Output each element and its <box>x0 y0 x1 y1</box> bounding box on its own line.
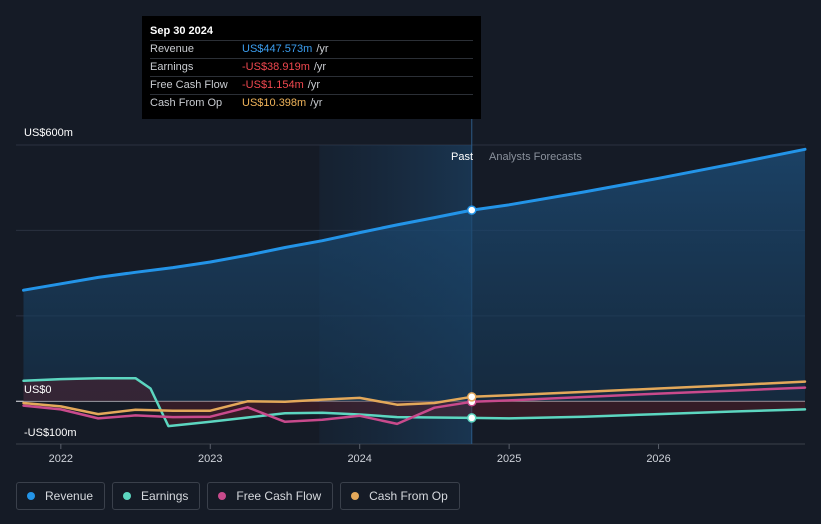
legend-label: Earnings <box>141 489 189 503</box>
series-line-earnings <box>22 376 807 428</box>
tooltip-label: Revenue <box>150 43 195 55</box>
x-tick-label: 2023 <box>198 453 222 465</box>
tooltip-unit: /yr <box>310 97 323 109</box>
past-label: Past <box>451 151 473 163</box>
series-line-free-cash-flow <box>22 386 807 426</box>
legend-label: Free Cash Flow <box>236 489 322 503</box>
data-point-revenue <box>467 205 477 215</box>
y-axis-label-zero: US$0 <box>24 384 52 396</box>
hover-markers <box>467 205 477 423</box>
tooltip-unit: /yr <box>307 79 320 91</box>
tooltip-unit: /yr <box>316 43 329 55</box>
tooltip-value: -US$1.154m <box>242 79 304 91</box>
tooltip-value: US$447.573m <box>242 43 313 55</box>
data-point-cash-from-op <box>467 392 477 402</box>
series-line-revenue <box>22 147 807 292</box>
tooltip-row-earnings: Earnings -US$38.919m /yr <box>150 58 473 76</box>
tooltip-row-revenue: Revenue US$447.573m /yr <box>150 40 473 58</box>
tooltip-label: Earnings <box>150 61 194 73</box>
y-axis-label-bottom: -US$100m <box>24 427 77 439</box>
tooltip-unit: /yr <box>313 61 327 73</box>
tooltip-label: Cash From Op <box>150 97 223 109</box>
legend-item-free-cash-flow[interactable]: Free Cash Flow <box>207 482 334 510</box>
legend-item-cash-from-op[interactable]: Cash From Op <box>340 482 460 510</box>
earnings-dot-icon <box>123 492 132 500</box>
data-tooltip: Sep 30 2024 Revenue US$447.573m /yr Earn… <box>142 16 481 119</box>
tooltip-value: US$10.398m <box>242 97 307 109</box>
chart-legend: Revenue Earnings Free Cash Flow Cash Fro… <box>16 482 460 510</box>
tooltip-row-free-cash-flow: Free Cash Flow -US$1.154m /yr <box>150 76 473 94</box>
tooltip-value: -US$38.919m <box>242 61 310 73</box>
cash-from-op-dot-icon <box>351 492 360 500</box>
legend-item-earnings[interactable]: Earnings <box>112 482 201 510</box>
revenue-dot-icon <box>27 492 35 500</box>
tooltip-label: Free Cash Flow <box>150 79 228 91</box>
legend-label: Cash From Op <box>369 489 448 503</box>
series-lines <box>22 147 807 428</box>
x-tick-label: 2025 <box>497 453 521 465</box>
x-tick-label: 2024 <box>347 453 371 465</box>
y-axis-label-top: US$600m <box>24 127 73 139</box>
series-line-cash-from-op <box>22 380 807 416</box>
x-tick-label: 2026 <box>646 453 670 465</box>
tooltip-date: Sep 30 2024 <box>150 25 213 37</box>
revenue-area <box>23 149 805 402</box>
area-fills <box>23 118 805 444</box>
x-axis-ticks: 2022 2023 2024 2025 2026 <box>49 444 671 465</box>
data-point-earnings <box>467 413 477 423</box>
legend-item-revenue[interactable]: Revenue <box>16 482 106 510</box>
free-cash-flow-dot-icon <box>218 492 227 500</box>
tooltip-row-cash-from-op: Cash From Op US$10.398m /yr <box>150 94 473 112</box>
x-tick-label: 2022 <box>49 453 73 465</box>
forecast-label: Analysts Forecasts <box>489 151 582 163</box>
legend-label: Revenue <box>45 489 94 503</box>
